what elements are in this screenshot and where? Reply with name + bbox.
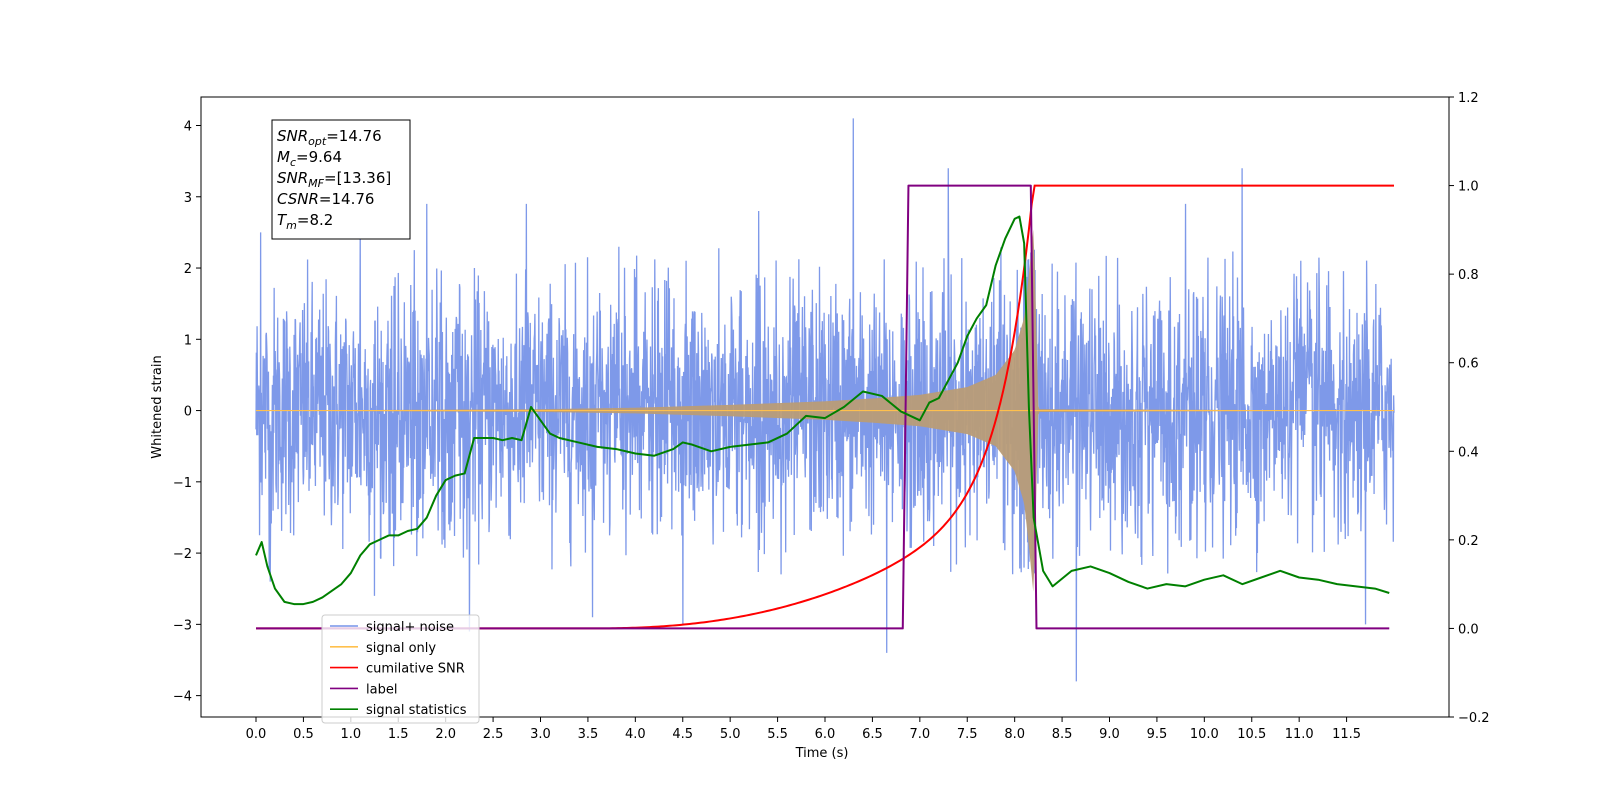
y-axis-title: Whitened strain [150,355,165,458]
y-tick-label: 3 [184,191,192,206]
x-tick-label: 11.5 [1332,727,1361,742]
legend-frame [321,614,480,724]
x-tick-label: 2.5 [483,727,504,742]
x-tick-label: 5.5 [767,727,788,742]
x-tick-label: 6.5 [862,727,883,742]
y-tick-label: −4 [173,690,192,705]
y2-tick-label: −0.2 [1458,711,1490,726]
legend-label: signal only [366,641,436,656]
y-tick-label: 1 [184,333,192,348]
x-tick-label: 5.0 [720,727,741,742]
y2-tick-label: 0.8 [1458,268,1479,283]
x-tick-label: 7.0 [909,727,930,742]
x-tick-label: 0.5 [293,727,314,742]
x-tick-label: 9.0 [1099,727,1120,742]
x-tick-label: 3.5 [578,727,599,742]
series-signal-noise [255,118,1395,682]
x-tick-label: 4.0 [625,727,646,742]
x-tick-label: 2.0 [435,727,456,742]
x-tick-label: 6.0 [815,727,836,742]
y-tick-label: 4 [184,120,192,135]
legend-label: signal+ noise [366,620,454,635]
y-axis-left: 4 3 2 1 0 −1 −2 −3 −4 [173,120,201,705]
annotation-line: SNRopt=14.76 [277,127,382,148]
y2-tick-label: 0.2 [1458,534,1479,549]
x-tick-label: 8.0 [1004,727,1025,742]
y-axis-right: 1.2 1.0 0.8 0.6 0.4 0.2 0.0 −0.2 [1449,91,1490,726]
annotation-line: Tm=8.2 [277,211,333,232]
y-tick-label: 2 [184,262,192,277]
x-tick-label: 0.0 [246,727,267,742]
legend-label: label [366,682,397,697]
y2-tick-label: 0.4 [1458,445,1479,460]
y-tick-label: 0 [184,405,192,420]
y-tick-label: −3 [173,618,192,633]
annotation-line: Mc=9.64 [277,148,342,169]
x-axis: 0.0 0.5 1.0 1.5 2.0 2.5 3.0 3.5 4.0 4.5 5.0 5.5 6.0 6… [246,717,1361,742]
annotation-line: CSNR=14.76 [277,190,374,208]
x-axis-title: Time (s) [795,746,849,761]
annotation-box: SNRopt=14.76Mc=9.64SNRMF=[13.36]CSNR=14.… [271,119,411,240]
y2-tick-label: 1.2 [1458,91,1479,106]
x-tick-label: 1.5 [388,727,409,742]
x-tick-label: 10.0 [1190,727,1219,742]
annotation-frame [271,119,411,240]
y2-tick-label: 0.0 [1458,622,1479,637]
x-tick-label: 3.0 [530,727,551,742]
y2-tick-label: 1.0 [1458,180,1479,195]
y-tick-label: −1 [173,476,192,491]
annotation-line: SNRMF=[13.36] [277,169,391,190]
series-layer [255,118,1395,682]
y-tick-label: −2 [173,547,192,562]
x-tick-label: 8.5 [1052,727,1073,742]
x-tick-label: 1.0 [340,727,361,742]
x-tick-label: 10.5 [1237,727,1266,742]
legend-label: cumilative SNR [366,662,465,677]
legend-label: signal statistics [366,703,467,718]
y2-tick-label: 0.6 [1458,357,1479,372]
x-tick-label: 7.5 [957,727,978,742]
series-signal-statistics [255,215,1390,606]
series-label [256,184,1390,630]
legend: signal+ noise signal only cumilative SNR la… [321,614,480,724]
x-tick-label: 11.0 [1285,727,1314,742]
x-tick-label: 4.5 [672,727,693,742]
x-tick-label: 9.5 [1147,727,1168,742]
